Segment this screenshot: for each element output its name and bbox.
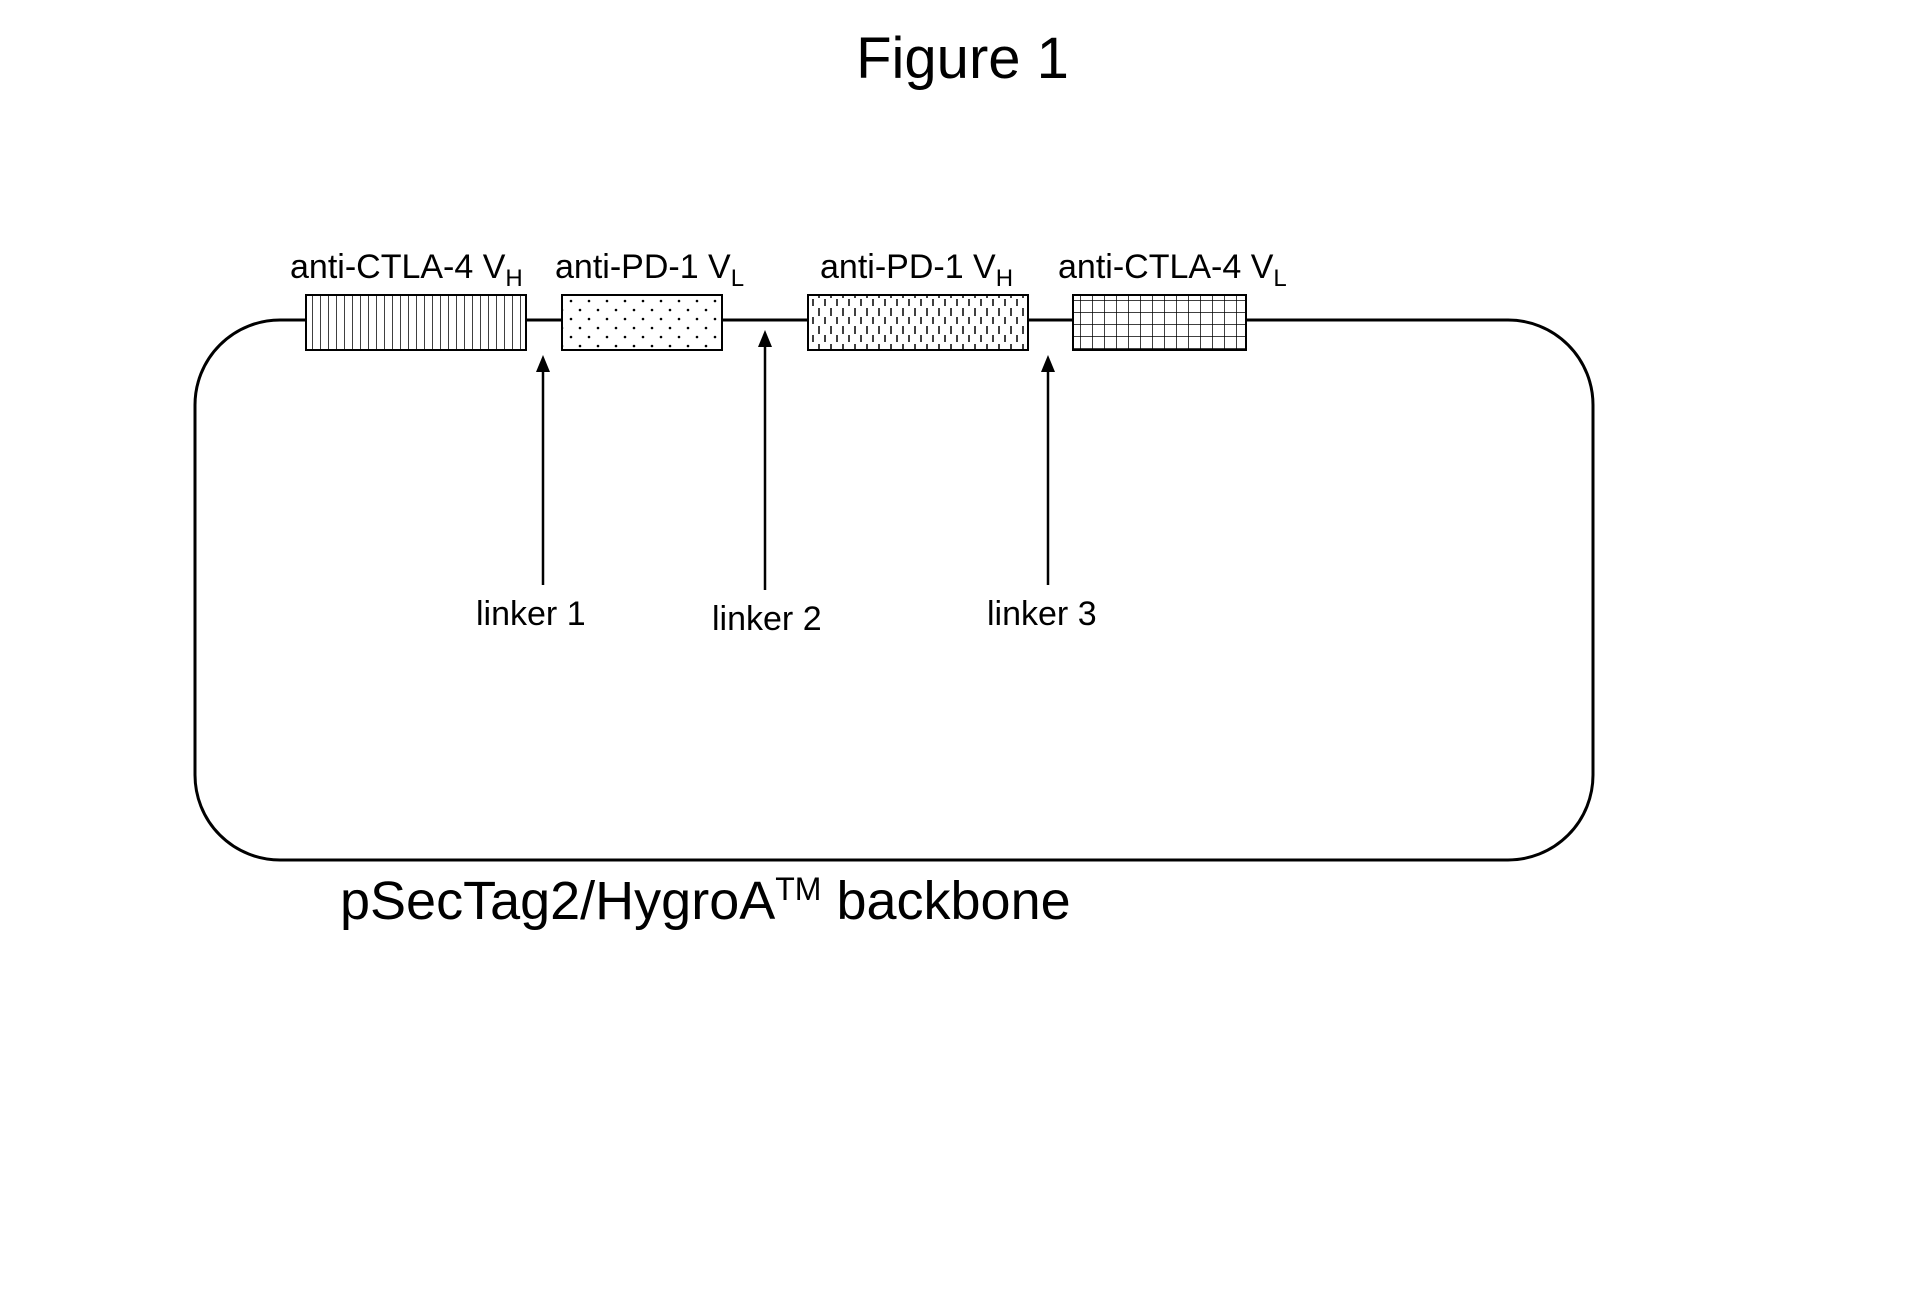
- plasmid-diagram: [0, 0, 1925, 1292]
- plasmid-backbone: [195, 320, 1593, 860]
- domain-label-2: anti-PD-1 VL: [555, 248, 744, 293]
- linker-label-2: linker 2: [712, 600, 822, 639]
- domain-label-1: anti-CTLA-4 VH: [290, 248, 523, 293]
- domain-label-4: anti-CTLA-4 VL: [1058, 248, 1287, 293]
- domain-label-3: anti-PD-1 VH: [820, 248, 1013, 293]
- linker-label-3: linker 3: [987, 595, 1097, 634]
- linker-label-1: linker 1: [476, 595, 586, 634]
- backbone-label: pSecTag2/HygroATM backbone: [340, 870, 1071, 932]
